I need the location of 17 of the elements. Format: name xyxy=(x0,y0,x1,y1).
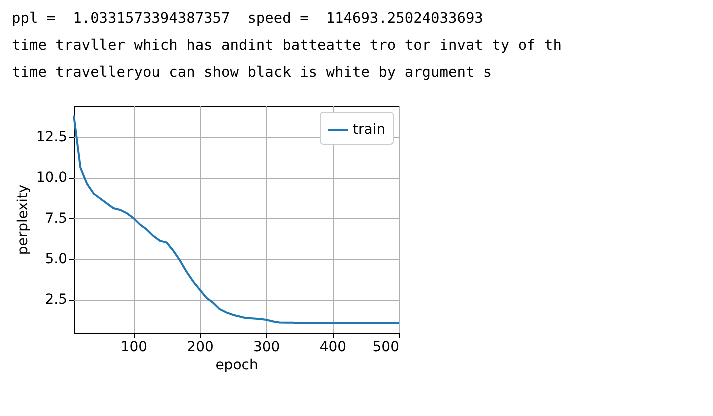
x-axis-title: epoch xyxy=(216,358,258,374)
line-series xyxy=(73,114,400,325)
text: time travller which has andint batteatte tro tor invat ty of th xyxy=(12,37,562,56)
x-tick-label: 300 xyxy=(253,340,280,356)
x-tick-label: 200 xyxy=(187,340,214,356)
x-tick-label: 500 xyxy=(372,340,400,356)
y-tick-label: 12.5 xyxy=(36,129,68,146)
y-tick-label: 7.5 xyxy=(45,210,68,227)
y-axis-title: perplexity xyxy=(15,184,32,256)
legend-label: train xyxy=(353,122,386,138)
text: time travelleryou can show black is white by argument s xyxy=(12,64,494,83)
y-tick-label: 10.0 xyxy=(36,170,68,186)
x-tick-label: 100 xyxy=(120,340,148,356)
x-tick-label: 400 xyxy=(320,340,347,356)
y-tick-label: 5.0 xyxy=(45,251,68,268)
y-tick-label: 2.5 xyxy=(45,292,68,308)
text: ppl = 1.0331573394387357 speed = 114693.25024033693 xyxy=(12,10,484,29)
